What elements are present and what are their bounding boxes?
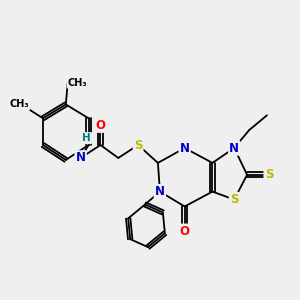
Text: O: O: [180, 225, 190, 238]
Text: S: S: [134, 139, 142, 152]
Text: O: O: [95, 119, 106, 132]
Text: N: N: [76, 152, 85, 164]
Text: N: N: [155, 185, 165, 198]
Text: CH₃: CH₃: [9, 99, 29, 110]
Text: S: S: [230, 193, 238, 206]
Text: N: N: [229, 142, 239, 154]
Text: N: N: [180, 142, 190, 154]
Text: H: H: [82, 133, 91, 143]
Text: S: S: [265, 168, 273, 181]
Text: CH₃: CH₃: [68, 78, 88, 88]
